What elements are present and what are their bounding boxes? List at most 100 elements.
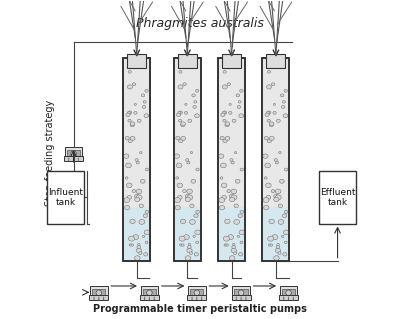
Ellipse shape [228,235,234,240]
Ellipse shape [139,204,144,208]
Ellipse shape [181,123,185,127]
Ellipse shape [144,114,149,118]
Ellipse shape [234,252,237,255]
Ellipse shape [174,154,180,158]
Bar [123,58,150,261]
Ellipse shape [137,246,141,249]
Ellipse shape [276,246,280,249]
Circle shape [240,298,242,299]
Ellipse shape [194,214,198,218]
Circle shape [103,297,104,298]
Bar [232,286,250,299]
Ellipse shape [239,230,245,235]
Ellipse shape [225,122,230,126]
Ellipse shape [130,122,135,126]
Bar [266,54,285,68]
Circle shape [149,298,150,299]
Bar [127,54,146,68]
Ellipse shape [263,198,269,203]
Bar [143,289,156,297]
Ellipse shape [278,219,284,224]
Ellipse shape [266,196,271,199]
Ellipse shape [283,230,289,235]
Ellipse shape [135,197,140,202]
Ellipse shape [284,241,287,243]
Circle shape [71,151,76,156]
Ellipse shape [274,256,279,260]
Text: Phragmites australis: Phragmites australis [136,17,264,30]
Circle shape [73,160,74,161]
Ellipse shape [223,119,226,122]
Ellipse shape [274,194,279,198]
Ellipse shape [274,159,277,161]
Ellipse shape [134,111,137,114]
Ellipse shape [181,136,186,140]
Ellipse shape [236,94,240,97]
Ellipse shape [227,83,230,85]
Circle shape [201,299,202,300]
Circle shape [288,297,289,298]
Ellipse shape [266,85,272,89]
Ellipse shape [229,256,235,260]
Ellipse shape [128,139,132,143]
Ellipse shape [240,241,243,243]
Circle shape [245,299,246,300]
Ellipse shape [231,161,234,164]
Circle shape [147,290,152,295]
Text: Programmable timer peristaltic pumps: Programmable timer peristaltic pumps [93,304,307,315]
Circle shape [293,297,294,298]
Text: Step-feeding strategy: Step-feeding strategy [45,100,55,206]
Bar [222,54,241,68]
Circle shape [196,298,198,299]
Ellipse shape [129,244,132,246]
Ellipse shape [266,183,271,188]
Ellipse shape [132,83,136,85]
Ellipse shape [222,111,225,114]
Circle shape [236,297,237,298]
Bar [175,207,200,260]
Circle shape [286,290,291,295]
Ellipse shape [185,103,187,105]
Ellipse shape [176,177,179,179]
Ellipse shape [125,137,129,140]
Ellipse shape [178,119,182,122]
Ellipse shape [130,219,135,224]
Circle shape [245,298,246,299]
Ellipse shape [267,70,270,73]
Ellipse shape [174,198,180,203]
Ellipse shape [275,248,281,253]
Ellipse shape [230,197,235,202]
Ellipse shape [134,103,136,105]
Ellipse shape [138,243,140,246]
Ellipse shape [275,195,281,200]
Ellipse shape [280,94,284,97]
Circle shape [144,299,145,300]
Ellipse shape [130,123,134,127]
Ellipse shape [231,195,237,200]
Ellipse shape [194,100,197,103]
Ellipse shape [127,85,132,89]
Bar [174,58,201,261]
Ellipse shape [126,183,132,188]
Bar [218,58,245,261]
Ellipse shape [280,179,284,183]
Ellipse shape [136,195,142,200]
Circle shape [149,297,150,298]
Ellipse shape [139,219,145,224]
Circle shape [98,298,99,299]
Ellipse shape [223,139,227,143]
Ellipse shape [282,106,285,108]
Ellipse shape [145,210,149,213]
Ellipse shape [142,106,146,108]
Ellipse shape [283,253,287,256]
Ellipse shape [273,103,276,105]
Ellipse shape [176,137,180,140]
Ellipse shape [279,152,281,154]
Ellipse shape [124,154,129,158]
Ellipse shape [187,161,190,164]
Ellipse shape [235,179,240,183]
Ellipse shape [143,100,146,103]
Ellipse shape [145,168,148,171]
Bar [262,58,289,261]
Circle shape [245,297,246,298]
